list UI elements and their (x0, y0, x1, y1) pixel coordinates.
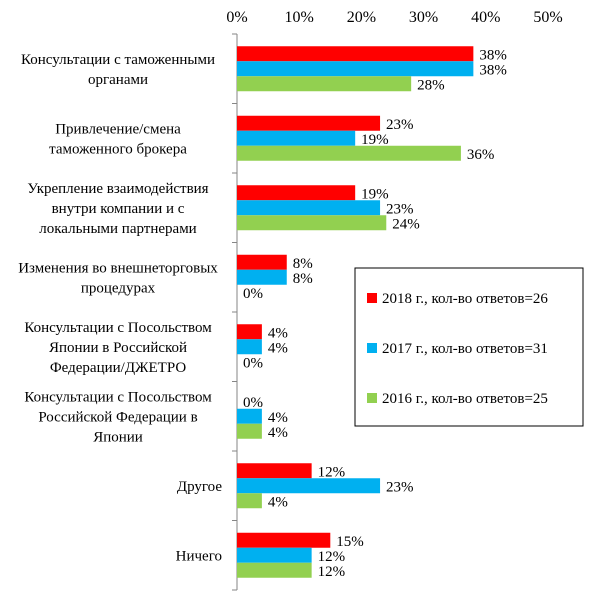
bar (237, 339, 262, 355)
bar (237, 185, 356, 201)
data-label: 4% (268, 340, 288, 356)
data-label: 19% (361, 132, 389, 148)
bar (237, 493, 262, 509)
category-label-line: Федерации/ДЖЕТРО (50, 360, 187, 376)
bar (237, 76, 412, 92)
bar (237, 200, 381, 216)
data-label: 28% (417, 77, 445, 93)
data-label: 23% (386, 479, 414, 495)
legend-label: 2016 г., кол-во ответов=25 (382, 391, 548, 407)
category-label-line: Укрепление взаимодействия (27, 181, 208, 197)
category-label-line: Консультации с таможенными (21, 52, 215, 68)
x-tick-label: 20% (347, 9, 376, 26)
data-label: 0% (243, 355, 263, 371)
data-labels: 38%38%28%23%19%36%19%23%24%8%8%0%4%4%0%0… (243, 47, 507, 580)
bar (237, 532, 331, 548)
x-tick-label: 10% (285, 9, 314, 26)
bar (237, 145, 461, 161)
bar (237, 115, 381, 131)
bar (237, 46, 474, 62)
category-label: Другое (177, 479, 222, 495)
data-label: 15% (336, 534, 364, 550)
bar (237, 254, 287, 270)
category-label-line: Изменения во внешнеторговых (18, 260, 218, 276)
category-label-line: Консультации с Посольством (24, 389, 212, 405)
category-label: Консультации с Посольством Японии в Росси… (24, 320, 212, 376)
data-label: 12% (318, 549, 346, 565)
bar (237, 408, 262, 424)
category-label-line: Другое (177, 479, 222, 495)
x-tick-label: 50% (533, 9, 562, 26)
data-label: 24% (392, 216, 420, 232)
category-labels: Консультации с таможенными органами Привле… (18, 52, 222, 565)
data-label: 38% (479, 47, 507, 63)
legend-label: 2017 г., кол-во ответов=31 (382, 341, 548, 357)
data-label: 0% (243, 286, 263, 302)
legend-box (354, 267, 584, 427)
bar (237, 269, 287, 285)
bar (237, 423, 262, 439)
bars (237, 46, 474, 578)
data-label: 38% (479, 62, 507, 78)
category-label: Ничего (176, 548, 222, 564)
category-label: Изменения во внешнеторговых процедурах (18, 260, 218, 296)
legend-swatch (367, 343, 377, 353)
category-label-line: процедурах (81, 280, 156, 296)
category-label-line: локальными партнерами (39, 221, 196, 237)
bar (237, 547, 312, 563)
legend: 2018 г., кол-во ответов=26 2017 г., кол-в… (354, 267, 584, 427)
category-label-line: Японии в Российской (49, 340, 187, 356)
data-label: 12% (318, 464, 346, 480)
category-label: Консультации с таможенными органами (21, 52, 215, 88)
category-label-line: Привлечение/смена (55, 121, 181, 137)
bar (237, 61, 474, 77)
category-label-line: органами (88, 72, 148, 88)
data-label: 4% (268, 410, 288, 426)
data-label: 4% (268, 425, 288, 441)
category-label-line: Российской Федерации в (38, 409, 197, 425)
data-label: 8% (293, 256, 313, 272)
x-axis-ticks: 0% 10% 20% 30% 40% 50% (226, 9, 563, 591)
category-label-line: Ничего (176, 548, 222, 564)
category-label-line: внутри компании и с (52, 201, 185, 217)
data-label: 36% (467, 147, 495, 163)
x-tick-label: 30% (409, 9, 438, 26)
data-label: 0% (243, 395, 263, 411)
data-label: 4% (268, 325, 288, 341)
legend-swatch (367, 293, 377, 303)
legend-swatch (367, 393, 377, 403)
bar (237, 478, 381, 494)
category-label: Укрепление взаимодействия внутри компании… (27, 181, 208, 237)
bar (237, 215, 387, 231)
category-label: Привлечение/смена таможенного брокера (49, 121, 187, 157)
data-label: 19% (361, 186, 389, 202)
bar (237, 562, 312, 578)
category-label-line: таможенного брокера (49, 141, 187, 157)
data-label: 23% (386, 117, 414, 133)
x-tick-label: 40% (471, 9, 500, 26)
data-label: 12% (318, 564, 346, 580)
bar (237, 130, 356, 146)
category-label: Консультации с Посольством Российской Фед… (24, 389, 212, 445)
data-label: 8% (293, 271, 313, 287)
category-label-line: Консультации с Посольством (24, 320, 212, 336)
category-label-line: Японии (93, 429, 143, 445)
data-label: 4% (268, 494, 288, 510)
bar (237, 324, 262, 340)
bar (237, 463, 312, 479)
legend-label: 2018 г., кол-во ответов=26 (382, 291, 548, 307)
data-label: 23% (386, 201, 414, 217)
x-tick-label: 0% (226, 9, 247, 26)
